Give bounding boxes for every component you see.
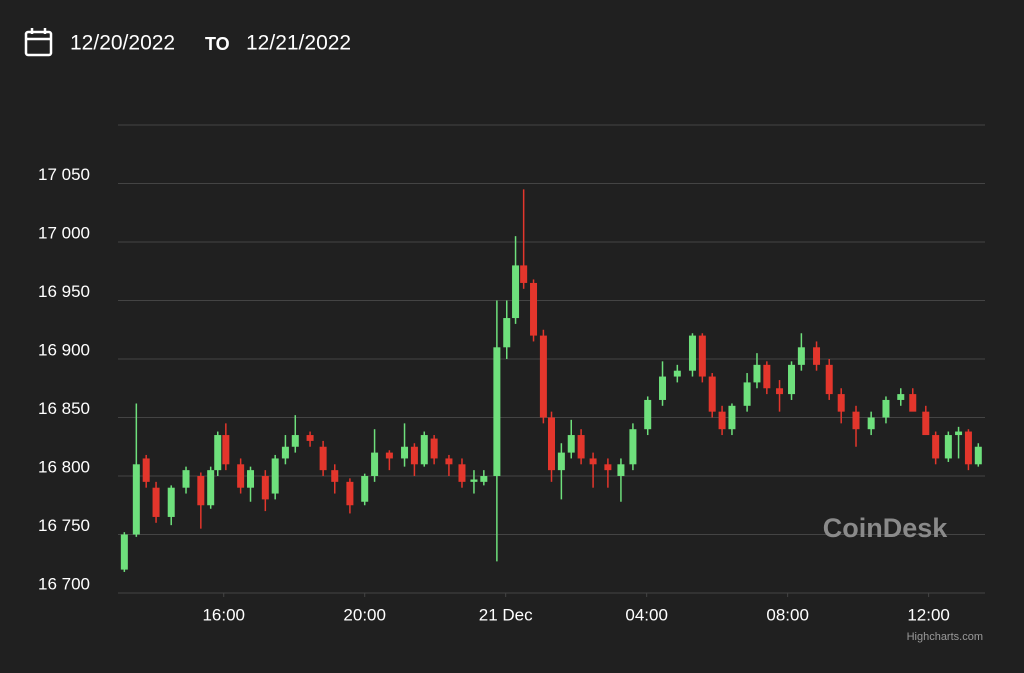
candle-body bbox=[797, 347, 805, 365]
candle-body bbox=[673, 370, 681, 377]
candle-body bbox=[852, 411, 860, 430]
candle-body bbox=[470, 479, 478, 482]
y-tick-label: 17 050 bbox=[38, 165, 90, 184]
candle-body bbox=[445, 458, 453, 465]
candle-body bbox=[577, 435, 585, 459]
candle-body bbox=[319, 446, 327, 471]
candle-body bbox=[557, 452, 565, 471]
candle-body bbox=[567, 435, 575, 453]
candle-body bbox=[776, 388, 784, 395]
y-tick-label: 16 950 bbox=[38, 282, 90, 301]
candle-body bbox=[247, 470, 255, 488]
y-tick-label: 17 000 bbox=[38, 223, 90, 242]
candle-body bbox=[152, 487, 160, 517]
candle-body bbox=[867, 417, 875, 430]
candle-body bbox=[281, 446, 289, 459]
x-tick-label: 21 Dec bbox=[479, 605, 533, 624]
candle-body bbox=[410, 446, 418, 465]
credit[interactable]: Highcharts.com bbox=[907, 631, 983, 643]
calendar-icon[interactable] bbox=[24, 28, 53, 57]
candle-body bbox=[222, 435, 230, 465]
candle-body bbox=[698, 335, 706, 377]
candle-body bbox=[882, 399, 890, 418]
y-tick-label: 16 850 bbox=[38, 399, 90, 418]
candle-body bbox=[922, 411, 930, 436]
candle-body bbox=[897, 394, 905, 400]
candle-body bbox=[361, 476, 369, 502]
candle-body bbox=[743, 382, 751, 406]
candle-body bbox=[837, 394, 845, 412]
candle-body bbox=[401, 446, 409, 459]
plot: 16 700 16 750 16 800 16 850 16 900 16 950 17 0… bbox=[38, 124, 985, 624]
candle-body bbox=[604, 464, 612, 471]
y-tick-label: 16 800 bbox=[38, 457, 90, 476]
candle-body bbox=[430, 438, 438, 459]
candle-body bbox=[589, 458, 597, 465]
candle-body bbox=[167, 487, 175, 517]
candle-body bbox=[480, 476, 488, 482]
y-tick-label: 16 900 bbox=[38, 340, 90, 359]
candle-body bbox=[659, 376, 667, 400]
candle-body bbox=[629, 429, 637, 465]
candle-body bbox=[371, 452, 379, 476]
watermark: CoinDesk bbox=[823, 513, 949, 543]
y-tick-label: 16 750 bbox=[38, 516, 90, 535]
y-tick-label: 16 700 bbox=[38, 574, 90, 593]
candle-body bbox=[197, 476, 205, 506]
candle-body bbox=[512, 265, 520, 319]
candle-body bbox=[825, 364, 833, 395]
candle-body bbox=[718, 411, 726, 430]
candle-body bbox=[644, 399, 652, 430]
candle-body bbox=[753, 364, 761, 383]
x-tick-label: 12:00 bbox=[907, 605, 950, 624]
candle-body bbox=[617, 464, 625, 476]
date-to[interactable]: 12/21/2022 bbox=[246, 32, 351, 55]
candle-body bbox=[520, 265, 528, 283]
candle-body bbox=[708, 376, 716, 412]
candle-body bbox=[530, 282, 538, 336]
candle-body bbox=[120, 534, 128, 570]
calendar-frame bbox=[24, 30, 53, 57]
x-tick-label: 20:00 bbox=[343, 605, 386, 624]
candle-body bbox=[261, 476, 269, 500]
candle-body bbox=[132, 464, 140, 535]
candle-body bbox=[788, 364, 796, 395]
x-tick-label: 16:00 bbox=[202, 605, 245, 624]
candle-body bbox=[214, 435, 222, 471]
candle-body bbox=[291, 435, 299, 447]
candle-body bbox=[974, 446, 982, 465]
candle-body bbox=[237, 464, 245, 488]
candle-body bbox=[539, 335, 547, 418]
candle-body bbox=[909, 394, 917, 412]
candle-body bbox=[142, 458, 150, 482]
x-tick-label: 04:00 bbox=[625, 605, 668, 624]
candle-body bbox=[306, 435, 314, 441]
date-from[interactable]: 12/20/2022 bbox=[70, 32, 175, 55]
candle-body bbox=[944, 435, 952, 459]
date-separator: TO bbox=[205, 34, 230, 54]
candle-body bbox=[932, 435, 940, 459]
candle-body bbox=[346, 481, 354, 506]
candle-body bbox=[964, 431, 972, 465]
candle-body bbox=[271, 458, 279, 494]
candle-body bbox=[728, 405, 736, 430]
candle-body bbox=[548, 417, 555, 471]
candle-body bbox=[503, 318, 511, 348]
candle-body bbox=[955, 431, 963, 436]
candle-body bbox=[182, 470, 190, 488]
candle-body bbox=[458, 464, 466, 482]
x-tick-label: 08:00 bbox=[766, 605, 809, 624]
candle-body bbox=[493, 347, 501, 476]
candle-body bbox=[331, 470, 339, 482]
candle-body bbox=[385, 452, 393, 459]
candle-body bbox=[420, 435, 428, 465]
candle-body bbox=[688, 335, 696, 371]
candle-body bbox=[207, 470, 215, 506]
candle-body bbox=[763, 364, 771, 389]
candle-body bbox=[813, 347, 821, 365]
